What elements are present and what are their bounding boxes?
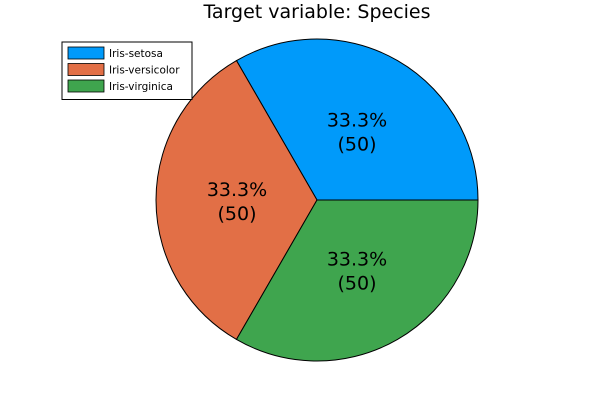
slice-count-label: (50) (337, 134, 376, 156)
pie-slice-iris-virginica (236, 199, 479, 362)
legend-swatch-iris-versicolor (67, 63, 105, 76)
legend-label-iris-virginica: Iris-virginica (109, 81, 173, 93)
legend-label-iris-setosa: Iris-setosa (109, 48, 163, 60)
legend-label-iris-versicolor: Iris-versicolor (109, 65, 180, 77)
slice-percent-label: 33.3% (327, 248, 387, 270)
pie-slice-iris-setosa (236, 38, 479, 201)
slice-percent-label: 33.3% (207, 179, 267, 201)
legend: Iris-setosa Iris-versicolor Iris-virginica (61, 41, 193, 100)
slice-count-label: (50) (337, 272, 376, 294)
slice-count-label: (50) (217, 203, 256, 225)
slice-percent-label: 33.3% (327, 110, 387, 132)
chart-title: Target variable: Species (202, 1, 430, 23)
pie-slice-iris-versicolor (155, 60, 318, 340)
legend-swatch-iris-setosa (67, 46, 105, 60)
pie-slice-labels: 33.3%(50)33.3%(50)33.3%(50) (207, 110, 387, 295)
pie-slices (155, 38, 479, 362)
legend-swatch-iris-virginica (67, 79, 105, 93)
